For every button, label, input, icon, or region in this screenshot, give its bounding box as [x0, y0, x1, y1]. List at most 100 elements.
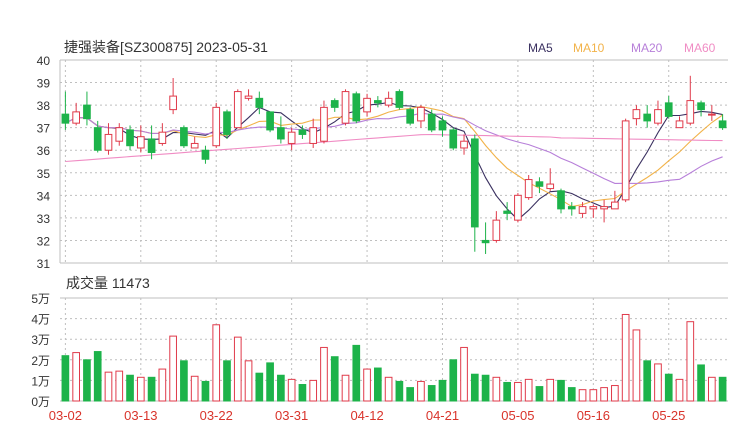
candle: [417, 105, 425, 128]
candle-body: [244, 95, 253, 99]
volume-bar: [664, 373, 673, 402]
price-tick-label: 34: [37, 189, 51, 203]
volume-label: 成交量 11473: [66, 275, 150, 291]
price-tick-label: 39: [37, 77, 51, 91]
ma60-line: [65, 133, 723, 163]
candle-body: [503, 210, 511, 214]
candle: [654, 100, 662, 126]
candle-body: [546, 183, 555, 190]
candle-body: [212, 106, 221, 147]
candle: [93, 120, 102, 153]
candle-body: [373, 100, 382, 104]
volume-bar: [492, 376, 501, 402]
candle-body: [632, 109, 641, 120]
candle-body: [567, 206, 576, 210]
date-tick-label: 05-25: [652, 408, 685, 423]
volume-bar: [406, 387, 415, 402]
candle-body: [363, 97, 371, 113]
volume-bar: [427, 385, 436, 402]
candle: [169, 78, 177, 115]
candle: [449, 127, 458, 151]
candle-body: [72, 111, 81, 124]
candle-body: [718, 120, 727, 129]
volume-bar: [384, 376, 393, 402]
candle-body: [557, 190, 565, 210]
date-axis: 03-02 03-13 03-22 03-31 04-12 04-21 05-05 05-16…: [49, 408, 686, 423]
candle-body: [664, 102, 673, 117]
candle: [115, 123, 124, 146]
candle-body: [126, 129, 134, 147]
volume-bar: [201, 380, 210, 402]
candle-body: [707, 113, 716, 116]
candle: [470, 134, 479, 252]
candle-body: [417, 106, 425, 122]
candle: [266, 111, 274, 133]
volume-bar: [524, 378, 533, 402]
candlesticks: [61, 75, 727, 254]
candle: [233, 89, 242, 129]
candle-body: [223, 111, 231, 135]
legend-ma10: MA10: [573, 41, 605, 55]
candle-body: [643, 113, 652, 122]
volume-bar: [320, 346, 328, 402]
candle-body: [449, 129, 458, 149]
volume-bar: [503, 381, 511, 402]
volume-tick-label: 3万: [31, 333, 50, 347]
volume-axis: 0万 1万 2万 3万 4万 5万: [31, 292, 50, 409]
volume-bar: [546, 378, 555, 402]
volume-bar: [438, 379, 447, 402]
volume-bar: [557, 379, 565, 402]
candle: [180, 125, 188, 148]
volume-bar: [675, 378, 684, 402]
candle-body: [104, 133, 113, 151]
ma20-line: [65, 112, 723, 184]
price-tick-label: 35: [37, 167, 51, 181]
price-tick-label: 37: [37, 122, 51, 136]
volume-bar: [373, 367, 382, 402]
candle: [201, 145, 210, 164]
volume-bar: [460, 346, 468, 402]
price-tick-label: 40: [37, 54, 51, 68]
candle-body: [675, 120, 684, 129]
candle-body: [470, 138, 479, 228]
candle: [643, 105, 652, 128]
candle-body: [352, 93, 361, 122]
candle: [406, 107, 415, 126]
volume-bar: [395, 380, 404, 402]
volume-bar: [611, 385, 619, 402]
volume-bar: [535, 386, 544, 402]
candle: [600, 199, 608, 223]
candle: [341, 89, 350, 126]
date-tick-label: 03-13: [124, 408, 157, 423]
candle-body: [341, 91, 350, 124]
candle: [567, 202, 576, 216]
candle-body: [83, 104, 91, 120]
legend-ma60: MA60: [684, 41, 716, 55]
volume-bar: [718, 376, 727, 402]
candle-body: [654, 109, 662, 124]
candle: [589, 204, 598, 218]
candle: [707, 105, 716, 121]
candle: [255, 91, 264, 115]
volume-bar: [158, 368, 167, 402]
volume-bar: [514, 381, 522, 402]
candle: [298, 125, 307, 139]
volume-bar: [115, 370, 124, 402]
ma10-line: [65, 105, 723, 208]
candle: [664, 96, 673, 119]
candle: [83, 91, 91, 126]
date-tick-label: 04-12: [350, 408, 383, 423]
candle-body: [578, 206, 587, 214]
volume-bar: [136, 376, 145, 402]
candle-body: [169, 95, 177, 111]
date-tick-label: 04-21: [426, 408, 459, 423]
candle: [686, 75, 695, 126]
volume-bar: [72, 352, 81, 402]
candle: [460, 134, 468, 155]
volume-bar: [244, 360, 253, 402]
candle: [546, 168, 555, 191]
volume-bar: [266, 362, 274, 402]
date-tick-label: 05-16: [577, 408, 610, 423]
candle: [330, 98, 339, 112]
